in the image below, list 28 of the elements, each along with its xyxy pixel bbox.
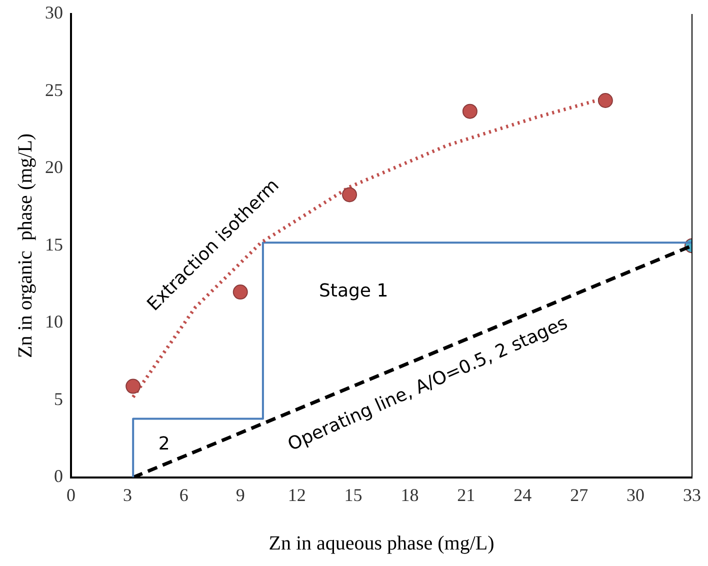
- y-tick-label: 25: [45, 80, 63, 100]
- x-tick-label: 27: [570, 484, 588, 505]
- x-tick-label: 15: [344, 484, 362, 505]
- point: [232, 284, 248, 300]
- x-tick-label: 12: [288, 484, 306, 505]
- point: [126, 378, 141, 394]
- point: [342, 187, 358, 202]
- x-tick-label: 30: [626, 484, 645, 505]
- point: [462, 104, 478, 119]
- y-tick-label: 0: [54, 466, 63, 486]
- y-tick-label: 30: [45, 2, 63, 23]
- y-tick-label: 10: [45, 312, 63, 332]
- x-axis-title: Zn in aqueous phase (mg/L): [268, 532, 494, 554]
- y-tick-label: 5: [54, 388, 63, 409]
- annotation: Stage 1: [318, 280, 388, 302]
- y-tick-label: 15: [45, 234, 63, 254]
- x-tick-label: 0: [66, 484, 76, 505]
- x-tick-label: 33: [683, 484, 701, 505]
- x-tick-label: 3: [122, 484, 132, 505]
- x-tick-label: 9: [236, 484, 245, 505]
- x-tick-label: 18: [400, 484, 419, 505]
- x-tick-label: 6: [179, 484, 188, 505]
- x-tick-label: 21: [457, 484, 476, 505]
- x-tick-label: 24: [514, 484, 532, 505]
- annotation: 2: [158, 434, 170, 455]
- point: [598, 93, 613, 108]
- y-tick-label: 20: [45, 157, 63, 178]
- y-axis-title: Zn in organic phase (mg/L): [14, 133, 36, 358]
